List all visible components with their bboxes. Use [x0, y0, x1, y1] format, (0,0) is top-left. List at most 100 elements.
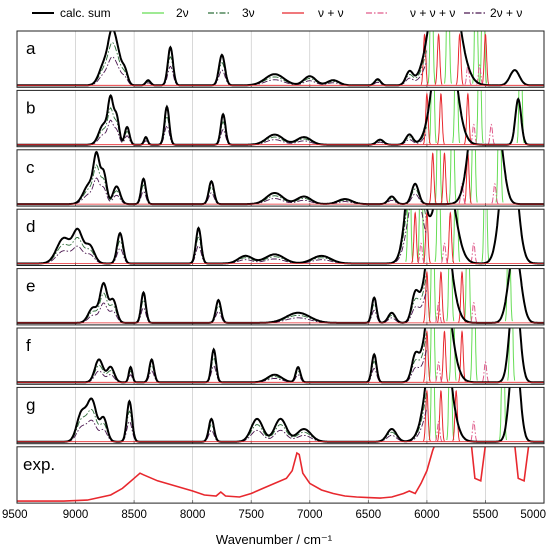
panel-label: d [26, 217, 35, 236]
x-axis: Wavenumber / cm⁻¹ 9500 9000 8500 8000 7500 70… [2, 509, 546, 547]
component-peak [458, 270, 466, 323]
panel-frame [16, 208, 545, 266]
component-peak [455, 33, 464, 85]
component-peak [504, 268, 513, 322]
component-peak [446, 211, 455, 264]
legend-label: calc. sum [60, 6, 111, 20]
panel-g: g [16, 386, 545, 445]
component-peak [434, 301, 443, 324]
component-peak [440, 242, 449, 264]
component-peak [516, 90, 525, 144]
x-tick-label: 7500 [238, 509, 264, 521]
panel-frame [16, 446, 545, 504]
component-peak [481, 33, 490, 86]
component-peak [448, 149, 457, 203]
experimental-spectrum-segment [514, 446, 530, 482]
panel-c: c [16, 149, 545, 207]
component-peak [420, 33, 429, 86]
component-peak [434, 33, 443, 85]
panel-frame [16, 386, 545, 445]
calc-sum-curve [17, 90, 544, 146]
x-tick-label: 6500 [356, 509, 382, 521]
component-peak [428, 152, 437, 204]
x-tick-label: 7000 [297, 509, 323, 521]
component-peak [469, 149, 478, 203]
panel-frame [16, 268, 545, 326]
component-peak [436, 389, 445, 442]
component-peak [479, 31, 488, 84]
component-peak [434, 149, 443, 203]
panel-frame [16, 327, 545, 385]
component-peak [463, 268, 472, 322]
legend-label: 2ν [176, 6, 189, 20]
calc-sum-curve [17, 328, 544, 384]
x-tick-label: 5000 [520, 509, 546, 521]
component-peak [469, 242, 478, 264]
component-peak [446, 387, 455, 441]
component-peak [427, 31, 436, 84]
panel-frame [16, 149, 545, 207]
component-peak [417, 209, 425, 262]
component-curve [17, 164, 427, 205]
x-tick-label: 8000 [180, 509, 206, 521]
component-curve [17, 41, 427, 86]
panel-f: f [16, 327, 545, 385]
legend-label: ν + ν [318, 6, 344, 20]
component-peak [436, 271, 445, 323]
component-peak [481, 209, 490, 262]
spectra-panels: a b c d e f g exp. [16, 30, 545, 504]
panel-b: b [16, 89, 545, 148]
component-curve [17, 349, 427, 383]
component-peak [487, 123, 496, 145]
component-peak [495, 149, 504, 203]
component-curve [17, 290, 427, 324]
experimental-spectrum [17, 446, 435, 502]
panel-exp: exp. [16, 446, 545, 504]
component-peak [440, 152, 449, 204]
component-peak [469, 328, 478, 381]
calc-sum-curve [17, 31, 544, 87]
component-peak [428, 90, 437, 144]
component-peak [440, 330, 449, 383]
component-curve [17, 56, 427, 86]
component-peak [463, 92, 472, 145]
legend-label: 2ν + ν [490, 6, 522, 20]
panel-label: exp. [23, 455, 55, 474]
component-peak [481, 361, 490, 383]
component-peak [428, 387, 437, 441]
component-peak [422, 211, 431, 264]
component-peak [436, 92, 445, 145]
component-peak [422, 92, 431, 145]
panel-d: d [16, 208, 545, 266]
x-tick-label: 8500 [121, 509, 147, 521]
component-peak [428, 268, 437, 322]
component-peak [452, 389, 461, 442]
legend: calc. sum 2ν 3ν ν + ν ν + ν + ν 2ν + ν [32, 6, 522, 20]
panel-label: f [26, 336, 31, 355]
calc-sum-curve [17, 268, 544, 324]
x-tick-label: 9000 [63, 509, 89, 521]
panel-frame [16, 30, 545, 88]
component-peak [417, 242, 425, 264]
x-tick-label: 5500 [473, 509, 499, 521]
component-peak [452, 209, 461, 262]
legend-label: 3ν [242, 6, 255, 20]
panel-label: e [26, 277, 35, 296]
component-peak [448, 328, 457, 381]
component-peak [490, 183, 499, 205]
component-peak [411, 211, 420, 264]
component-peak [405, 209, 414, 262]
component-peak [446, 268, 455, 322]
component-peak [434, 209, 443, 262]
legend-label: ν + ν + ν [410, 6, 455, 20]
calc-sum-curve [17, 149, 544, 206]
panel-label: b [26, 98, 35, 117]
x-tick-label: 9500 [2, 509, 28, 521]
x-axis-title: Wavenumber / cm⁻¹ [216, 532, 333, 547]
component-peak [507, 328, 516, 381]
component-peak [469, 301, 478, 324]
component-peak [463, 151, 472, 204]
component-peak [458, 183, 466, 205]
component-curve [17, 209, 427, 264]
component-peak [452, 90, 461, 144]
